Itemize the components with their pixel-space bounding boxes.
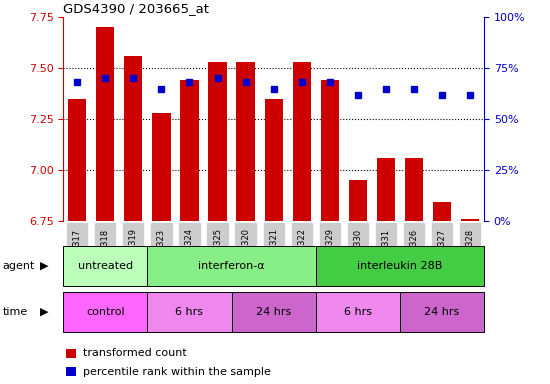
Bar: [232, 292, 316, 332]
Bar: [63, 246, 147, 286]
Bar: [152, 113, 170, 221]
Bar: [400, 292, 484, 332]
Bar: [265, 99, 283, 221]
Bar: [147, 246, 316, 286]
Bar: [293, 62, 311, 221]
Bar: [316, 246, 484, 286]
Bar: [461, 219, 479, 221]
Text: GDS4390 / 203665_at: GDS4390 / 203665_at: [63, 2, 209, 15]
Text: transformed count: transformed count: [82, 348, 186, 358]
Text: interferon-α: interferon-α: [198, 261, 265, 271]
Text: untreated: untreated: [78, 261, 133, 271]
Bar: [349, 180, 367, 221]
Bar: [180, 80, 199, 221]
Text: control: control: [86, 307, 125, 317]
Bar: [208, 62, 227, 221]
Text: ▶: ▶: [40, 307, 48, 317]
Text: 6 hrs: 6 hrs: [344, 307, 372, 317]
Text: 6 hrs: 6 hrs: [175, 307, 204, 317]
Text: time: time: [3, 307, 28, 317]
Text: agent: agent: [3, 261, 35, 271]
Bar: [433, 202, 451, 221]
Bar: [405, 158, 423, 221]
Bar: [96, 27, 114, 221]
Text: 24 hrs: 24 hrs: [424, 307, 460, 317]
Bar: [377, 158, 395, 221]
Text: 24 hrs: 24 hrs: [256, 307, 292, 317]
Bar: [316, 292, 400, 332]
Text: interleukin 28B: interleukin 28B: [357, 261, 443, 271]
Bar: [68, 99, 86, 221]
Bar: [63, 292, 147, 332]
Bar: [124, 56, 142, 221]
Bar: [321, 80, 339, 221]
Bar: [147, 292, 232, 332]
Bar: [236, 62, 255, 221]
Text: percentile rank within the sample: percentile rank within the sample: [82, 367, 271, 377]
Text: ▶: ▶: [40, 261, 48, 271]
